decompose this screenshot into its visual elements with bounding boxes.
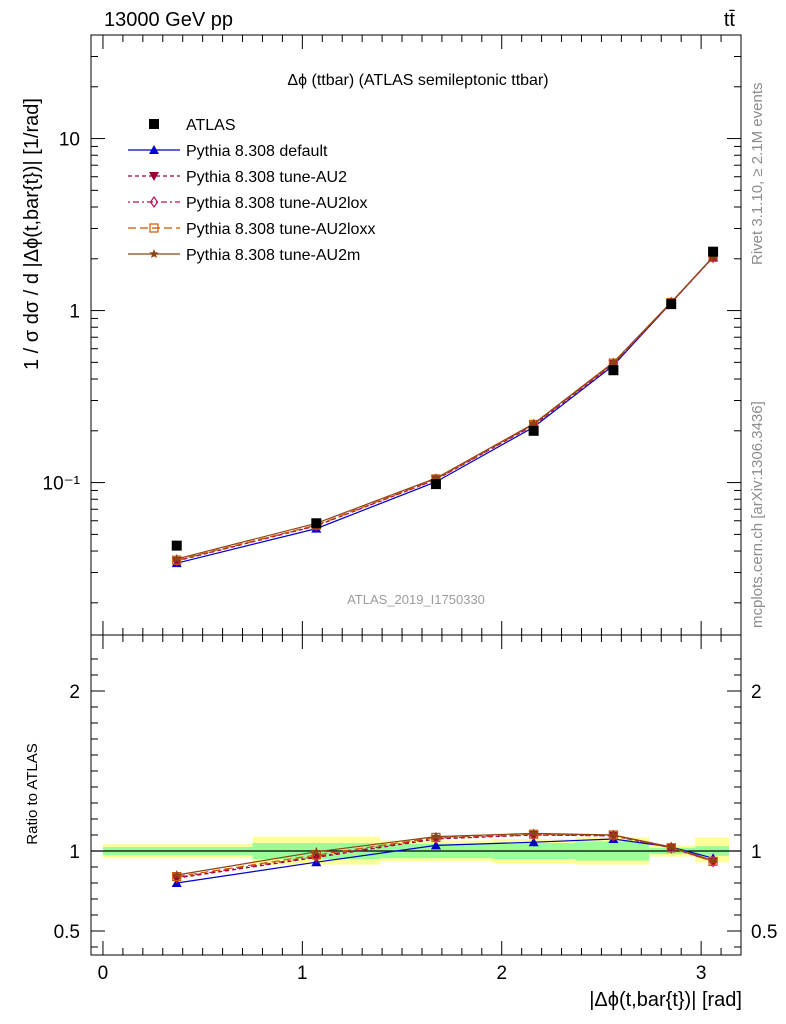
main-series-line-3 <box>176 256 714 561</box>
main-series-point-4 <box>608 357 619 367</box>
ratio-series-point-4 <box>171 870 182 880</box>
legend-label-4: Pythia 8.308 tune-AU2m <box>186 247 360 264</box>
legend-marker-atlas <box>149 119 159 129</box>
legend-label-1: Pythia 8.308 tune-AU2 <box>186 169 347 186</box>
atlas-data-point <box>666 299 677 310</box>
atlas-data-point <box>311 518 322 529</box>
atlas-data-point <box>708 246 719 257</box>
atlas-data-point <box>430 479 441 490</box>
main-y-tick-label: 10 <box>59 130 80 151</box>
legend-label-2: Pythia 8.308 tune-AU2lox <box>186 195 367 212</box>
ratio-series-point-0 <box>430 840 441 850</box>
main-y-tick-label: 1 <box>69 302 80 323</box>
main-series-point-4 <box>171 553 182 563</box>
ratio-y-tick-label: 0.5 <box>54 922 80 943</box>
chart-title: Δϕ (ttbar) (ATLAS semileptonic ttbar) <box>287 72 548 89</box>
mcplots-label: mcplots.cern.ch [arXiv:1306.3436] <box>749 401 766 628</box>
ratio-series-point-4 <box>666 842 676 852</box>
axis-ticks: 0 1 2 3 10⁻¹ 1 10 0.5 0.5 1 1 2 2 <box>43 34 777 984</box>
atlas-data-point <box>608 365 619 376</box>
ratio-y-tick-label-right: 2 <box>751 682 762 703</box>
ratio-series-point-4 <box>528 828 539 838</box>
ratio-y-tick-label-right: 0.5 <box>751 922 777 943</box>
header-right: tt̄ <box>724 9 736 31</box>
data-series <box>171 246 719 887</box>
rivet-label: Rivet 3.1.10, ≥ 2.1M events <box>749 83 766 266</box>
ratio-series-point-4 <box>708 855 718 865</box>
ratio-series-point-0 <box>528 837 539 847</box>
ratio-y-tick-label: 1 <box>69 842 80 863</box>
legend-label-0: Pythia 8.308 default <box>186 143 328 160</box>
main-series-line-1 <box>176 256 714 562</box>
x-tick-label: 3 <box>696 963 707 984</box>
x-tick-label: 1 <box>297 963 308 984</box>
x-axis-label: |Δϕ(t,bar{t})| [rad] <box>589 989 742 1011</box>
legend-marker-0 <box>149 145 159 154</box>
ratio-series-point-4 <box>608 830 619 840</box>
main-series-point-4 <box>528 418 539 428</box>
x-tick-label: 0 <box>98 963 109 984</box>
atlas-data-point <box>171 540 182 551</box>
main-y-tick-label: 10⁻¹ <box>43 474 81 495</box>
ratio-y-tick-label-right: 1 <box>751 842 762 863</box>
legend-label-atlas: ATLAS <box>186 117 236 134</box>
main-series-line-4 <box>176 256 714 560</box>
legend-marker-2 <box>149 195 159 209</box>
legend-marker-3 <box>149 223 159 233</box>
main-series-line-2 <box>176 256 714 562</box>
legend: ATLAS Pythia 8.308 default Pythia 8.308 tu… <box>128 117 375 264</box>
ratio-series-point-4 <box>431 831 441 841</box>
main-series-point-4 <box>431 473 441 483</box>
legend-marker-4 <box>149 249 159 259</box>
atlas-data-point <box>528 425 539 436</box>
legend-label-3: Pythia 8.308 tune-AU2loxx <box>186 221 375 238</box>
plot-frames <box>90 34 742 956</box>
main-y-axis-label: 1 / σ dσ / d |Δϕ(t,bar{t})| [1/rad] <box>21 98 43 370</box>
ratio-frame <box>90 634 742 956</box>
ratio-y-tick-label: 2 <box>69 682 80 703</box>
main-series-line-0 <box>176 256 714 564</box>
header-left: 13000 GeV pp <box>104 9 233 31</box>
x-tick-label: 2 <box>496 963 507 984</box>
watermark: ATLAS_2019_I1750330 <box>347 592 485 607</box>
ratio-series-point-4 <box>311 846 322 856</box>
ratio-y-axis-label: Ratio to ATLAS <box>24 743 41 844</box>
legend-marker-1 <box>149 172 159 181</box>
